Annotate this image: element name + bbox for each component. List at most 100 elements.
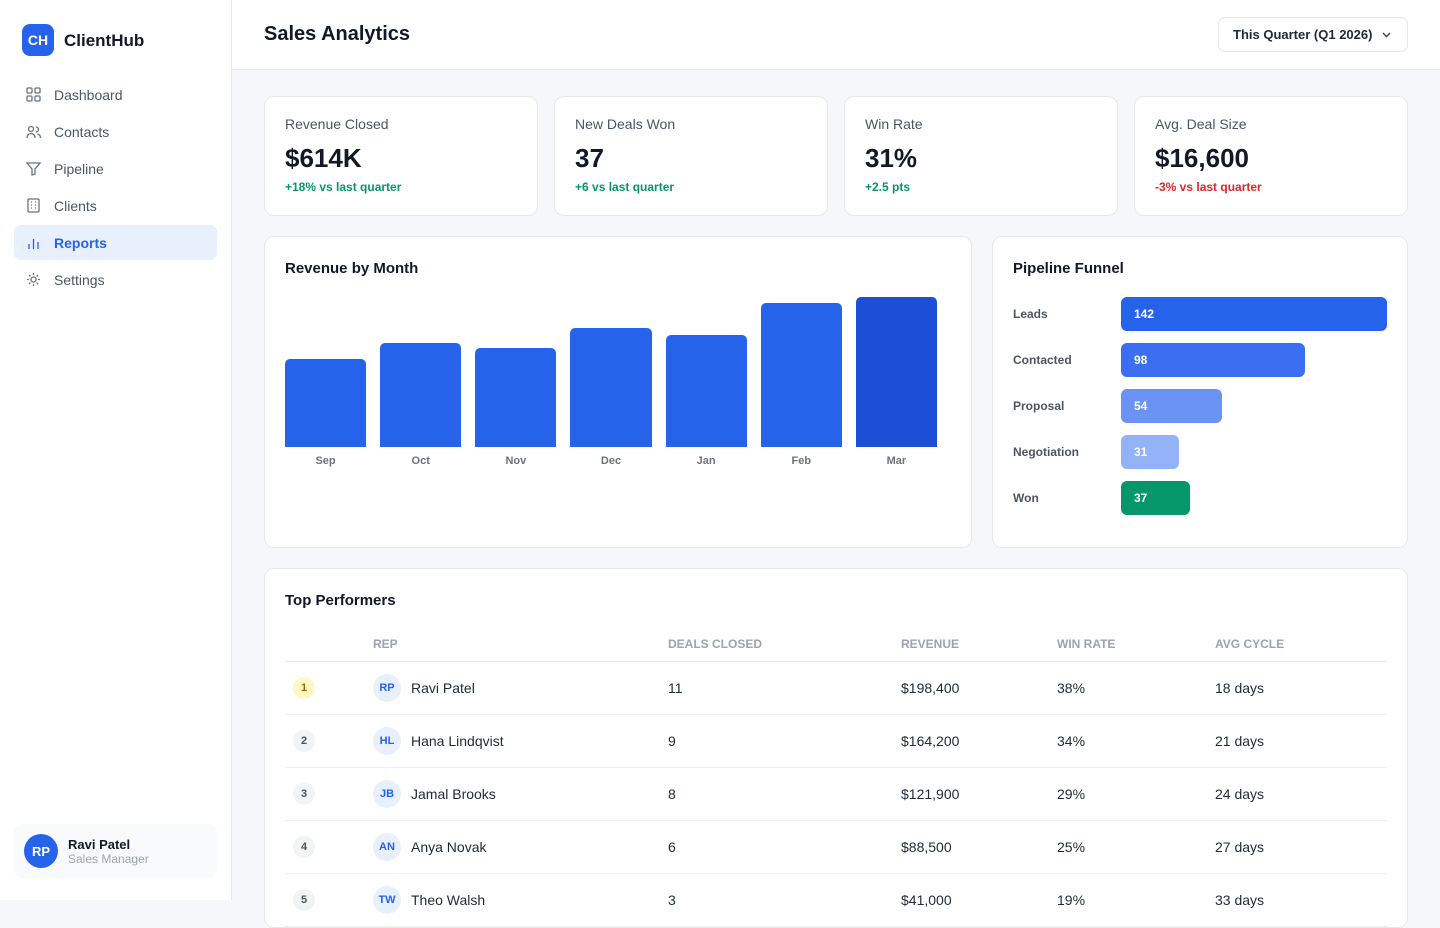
row-divider [285, 873, 1387, 874]
cell-rep: Ravi Patel [411, 680, 475, 696]
cell-win-rate: 29% [1057, 786, 1086, 802]
header-divider [285, 661, 1387, 662]
cell-win-rate: 19% [1057, 892, 1086, 908]
cell-deals: 9 [668, 733, 676, 749]
cell-deals: 6 [668, 839, 676, 855]
cell-deals: 3 [668, 892, 676, 908]
user-name: Ravi Patel [68, 837, 131, 852]
cell-win-rate: 38% [1057, 680, 1086, 696]
brand: ClientHub [64, 31, 145, 50]
cell-win-rate: 34% [1057, 733, 1086, 749]
x-tick-label: Mar [886, 455, 907, 467]
nav-item[interactable]: Dashboard [14, 77, 217, 112]
avatar: RP [24, 834, 58, 868]
cell-deals: 11 [668, 680, 683, 696]
kpi-value: $16,600 [1155, 143, 1249, 173]
bar [285, 359, 367, 447]
rank-badge: 1 [293, 677, 315, 699]
kpi-label: New Deals Won [575, 116, 676, 132]
chart-card: Revenue by Month Sep Oct Nov Dec Jan Feb Mar [264, 236, 972, 548]
nav-label: Dashboard [54, 86, 123, 103]
stage-label: Proposal [1013, 399, 1065, 413]
funnel-value: 37 [1134, 491, 1148, 505]
kpi-value: $614K [285, 143, 362, 173]
column-header: REP [373, 637, 398, 651]
nav-icon [28, 239, 39, 249]
chart-title: Revenue by Month [285, 260, 419, 277]
kpi-label: Win Rate [865, 116, 923, 132]
cell-win-rate: 25% [1057, 839, 1086, 855]
cell-revenue: $121,900 [901, 786, 960, 802]
nav-icon [27, 198, 40, 213]
bar [855, 297, 937, 447]
table-title: Top Performers [285, 592, 396, 609]
user-role: Sales Manager [68, 852, 149, 866]
funnel-value: 31 [1134, 445, 1148, 459]
kpi-change: +18% vs last quarter [285, 180, 402, 194]
bar [760, 302, 842, 447]
x-tick-label: Sep [315, 455, 336, 467]
period-select[interactable]: This Quarter (Q1 2026) [1218, 17, 1408, 52]
cell-revenue: $164,200 [901, 733, 960, 749]
chart-card: Pipeline Funnel Leads 142 Contacted 98 Propos… [992, 236, 1408, 548]
funnel-value: 98 [1134, 353, 1148, 367]
rep-avatar: RP [373, 674, 401, 702]
rep-avatar: JB [373, 780, 401, 808]
rank-badge: 5 [293, 889, 315, 911]
row-divider [285, 820, 1387, 821]
table-card: Top Performers REP DEALS CLOSED REVENUE WIN … [264, 568, 1408, 928]
cell-cycle: 21 days [1215, 733, 1265, 749]
header: Sales Analytics This Quarter (Q1 2026) [232, 0, 1440, 70]
kpi-label: Avg. Deal Size [1155, 116, 1247, 132]
nav-icon [26, 125, 41, 139]
x-tick-label: Dec [600, 455, 622, 467]
nav-item[interactable]: Reports [14, 225, 217, 260]
rank-badge: 3 [293, 783, 315, 805]
cell-rep: Hana Lindqvist [411, 733, 504, 749]
bar [570, 328, 652, 447]
stage-label: Won [1013, 491, 1039, 505]
nav-item[interactable]: Pipeline [14, 151, 217, 186]
nav-item[interactable]: Settings [14, 262, 217, 297]
cell-deals: 8 [668, 786, 676, 802]
stage-label: Contacted [1013, 353, 1072, 367]
rep-avatar: TW [373, 886, 401, 914]
nav-label: Pipeline [54, 160, 104, 177]
nav-label: Contacts [54, 123, 110, 140]
kpi-change: +2.5 pts [865, 180, 911, 194]
sidebar: CH ClientHub Dashboard Contacts Pipeline Cl… [0, 0, 232, 900]
funnel-bar: 31 [1121, 435, 1180, 469]
x-tick-label: Nov [505, 455, 527, 467]
kpi-label: Revenue Closed [285, 116, 389, 132]
funnel-value: 142 [1134, 307, 1155, 321]
column-header: REVENUE [901, 637, 960, 651]
row-divider [285, 714, 1387, 715]
kpi-value: 31% [865, 143, 918, 173]
funnel-bar: 37 [1121, 481, 1191, 515]
kpi-value: 37 [575, 143, 604, 173]
nav-icon [26, 87, 41, 102]
nav-label: Reports [54, 234, 107, 251]
kpi-card: Revenue Closed $614K +18% vs last quarter [264, 96, 538, 216]
nav-item[interactable]: Clients [14, 188, 217, 223]
cell-rep: Anya Novak [411, 839, 487, 855]
cell-rep: Theo Walsh [411, 892, 486, 908]
user-card[interactable]: RP Ravi Patel Sales Manager [14, 824, 217, 878]
period-label: This Quarter (Q1 2026) [1233, 27, 1373, 42]
nav-label: Settings [54, 271, 105, 288]
funnel-bar: 54 [1121, 389, 1223, 423]
x-tick-label: Oct [411, 455, 430, 467]
row-divider [285, 767, 1387, 768]
nav-label: Clients [54, 197, 97, 214]
cell-cycle: 27 days [1215, 839, 1265, 855]
column-header: DEALS CLOSED [668, 637, 763, 651]
bar [665, 335, 747, 447]
kpi-card: Win Rate 31% +2.5 pts [844, 96, 1118, 216]
column-header: AVG CYCLE [1215, 637, 1285, 651]
nav-item[interactable]: Contacts [14, 114, 217, 149]
funnel-bar: 98 [1121, 343, 1305, 377]
cell-cycle: 24 days [1215, 786, 1265, 802]
cell-cycle: 33 days [1215, 892, 1265, 908]
kpi-change: +6 vs last quarter [575, 180, 675, 194]
x-tick-label: Jan [696, 455, 716, 467]
